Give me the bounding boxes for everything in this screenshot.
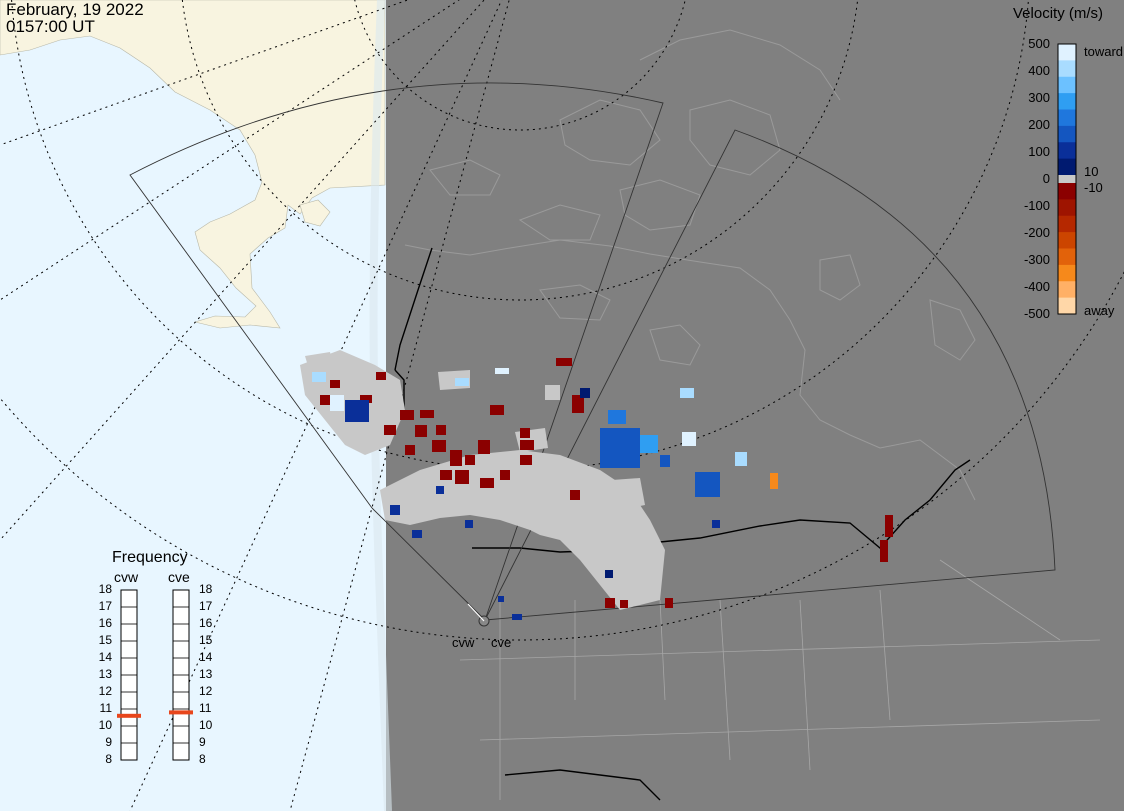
frequency-tick-label: 18 (199, 582, 213, 596)
velocity-tick-label: -300 (1023, 252, 1050, 267)
date-label: February, 19 2022 (6, 0, 144, 19)
velocity-tick-label: -200 (1023, 225, 1050, 240)
velocity-tick-label: -500 (1023, 306, 1050, 321)
frequency-tick-label: 16 (199, 616, 213, 630)
frequency-marker-cvw (117, 713, 141, 718)
frequency-tick-label: 8 (199, 752, 206, 766)
frequency-tick-label: 9 (105, 735, 112, 749)
colorbar-segment (1058, 93, 1076, 110)
frequency-tick-label: 12 (98, 684, 112, 698)
frequency-tick-label: 16 (98, 616, 112, 630)
velocity-away-label: away (1084, 303, 1115, 318)
velocity-toward-label: toward (1084, 44, 1124, 59)
velocity-tick-label: -100 (1023, 198, 1050, 213)
colorbar-segment (1058, 76, 1076, 94)
colorbar-segment (1058, 297, 1076, 315)
radar-site-marker (467, 603, 490, 627)
frequency-radar-cve: cve (168, 569, 190, 585)
frequency-tick-label: 13 (98, 667, 112, 681)
velocity-away (320, 358, 893, 608)
frequency-radar-cvw: cvw (114, 569, 139, 585)
frequency-panels (117, 589, 193, 761)
frequency-tick-label: 12 (199, 684, 213, 698)
frequency-tick-label: 8 (105, 752, 112, 766)
frequency-tick-label: 14 (98, 650, 112, 664)
radar-label-cvw: cvw (452, 635, 475, 650)
frequency-tick-label: 17 (98, 599, 112, 613)
night-region (386, 0, 1124, 811)
frequency-tick-label: 10 (98, 718, 112, 732)
velocity-tick-label: 200 (1028, 117, 1050, 132)
country-borders (394, 247, 971, 801)
velocity-tick-label: 500 (1028, 36, 1050, 51)
colorbar-segment (1058, 60, 1076, 78)
velocity-threshold-pos-label: 10 (1084, 164, 1099, 179)
colorbar-segment (1058, 142, 1076, 160)
frequency-tick-label: 18 (98, 582, 112, 596)
colorbar-segment (1058, 248, 1076, 266)
daylight-land (0, 0, 386, 329)
colorbar-segment (1058, 158, 1076, 176)
colorbar-segment (1058, 183, 1076, 200)
frequency-tick-label: 10 (199, 718, 213, 732)
velocity-toward (312, 368, 778, 620)
colorbar-segment (1058, 232, 1076, 249)
colorbar-segment (1058, 199, 1076, 217)
frequency-tick-label: 11 (99, 701, 112, 715)
colorbar-segment (1058, 281, 1076, 299)
velocity-tick-label: 400 (1028, 63, 1050, 78)
velocity-title: Velocity (m/s) (1013, 5, 1104, 22)
political-borders (459, 559, 1101, 800)
time-label: 0157:00 UT (6, 17, 95, 36)
frequency-tick-label: 11 (199, 701, 212, 715)
radar-label-cve: cve (491, 635, 512, 650)
velocity-tick-label: 300 (1028, 90, 1050, 105)
velocity-tick-label: -400 (1023, 279, 1050, 294)
colorbar-ground-scatter (1058, 175, 1076, 183)
coastlines (404, 29, 976, 501)
colorbar-segment (1058, 44, 1076, 61)
frequency-tick-label: 15 (199, 633, 213, 647)
frequency-tick-label: 9 (199, 735, 206, 749)
colorbar-segment (1058, 264, 1076, 282)
colorbar-border (1057, 43, 1077, 315)
colorbar-segment (1058, 125, 1076, 143)
frequency-title: Frequency (112, 549, 188, 566)
frequency-tick-label: 17 (199, 599, 213, 613)
frequency-tick-label: 13 (199, 667, 213, 681)
colorbar-segment (1058, 109, 1076, 127)
frequency-marker-cve (169, 710, 193, 715)
colorbar-segment (1058, 215, 1076, 233)
velocity-threshold-neg-label: -10 (1084, 180, 1103, 195)
velocity-tick-label: 0 (1042, 171, 1050, 186)
frequency-tick-label: 14 (199, 650, 213, 664)
radar-fov (129, 82, 1056, 621)
velocity-colorbar (1057, 43, 1077, 315)
velocity-tick-label: 100 (1028, 144, 1050, 159)
frequency-tick-label: 15 (98, 633, 112, 647)
